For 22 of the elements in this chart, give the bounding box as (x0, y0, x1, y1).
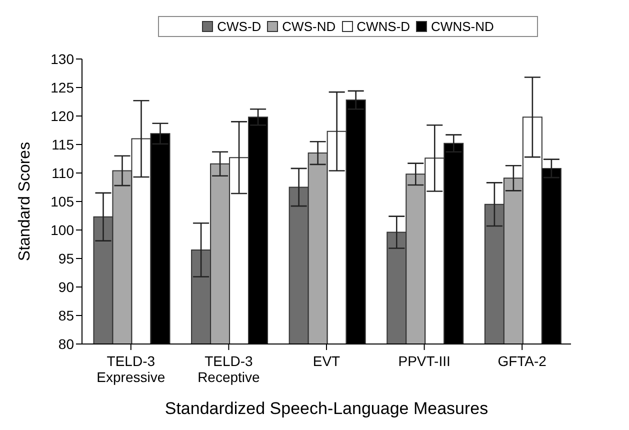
y-tick-label: 115 (52, 136, 74, 152)
y-tick-label: 90 (58, 278, 74, 295)
legend-label: CWS-ND (282, 19, 336, 34)
x-tick-label: PPVT-III (398, 353, 450, 369)
x-tick-label: GFTA-2 (498, 353, 547, 369)
y-axis-title: Standard Scores (16, 142, 34, 262)
y-tick-label: 85 (58, 307, 74, 324)
x-tick-label: TELD-3 Receptive (198, 353, 260, 385)
legend-label: CWNS-D (356, 19, 410, 34)
x-tick-label: EVT (312, 353, 341, 369)
legend-label: CWNS-ND (431, 19, 494, 34)
x-tick-label: TELD-3 Expressive (96, 353, 166, 385)
y-tick-label: 100 (50, 222, 74, 238)
y-tick-label: 120 (50, 108, 74, 124)
y-tick-label: 105 (50, 193, 74, 210)
legend-label: CWS-D (217, 19, 262, 34)
y-tick-label: 110 (52, 164, 74, 181)
x-axis-title: Standardized Speech-Language Measures (164, 399, 488, 418)
y-tick-label: 80 (58, 336, 74, 352)
y-tick-label: 130 (50, 50, 74, 67)
y-tick-label: 125 (50, 79, 74, 96)
y-tick-label: 95 (58, 250, 74, 266)
